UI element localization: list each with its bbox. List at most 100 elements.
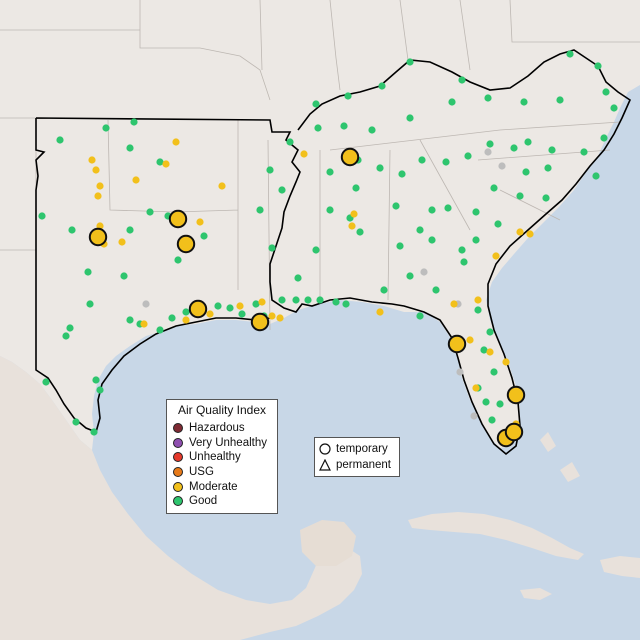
site-marker-good[interactable] [214,302,222,310]
site-marker-good[interactable] [396,242,404,250]
site-marker-moderate[interactable] [268,312,276,320]
site-marker-good[interactable] [344,92,352,100]
site-marker-moderate[interactable] [94,192,102,200]
site-marker-good[interactable] [542,194,550,202]
site-marker-moderate[interactable] [196,218,204,226]
site-marker-good[interactable] [480,346,488,354]
site-marker-no-data[interactable] [484,148,492,156]
site-marker-good[interactable] [392,202,400,210]
site-marker-good[interactable] [516,192,524,200]
site-marker-moderate[interactable] [466,336,474,344]
site-marker-moderate[interactable] [132,176,140,184]
site-marker-good[interactable] [444,204,452,212]
site-marker-good[interactable] [428,206,436,214]
site-marker-good[interactable] [592,172,600,180]
site-marker-moderate[interactable] [516,228,524,236]
site-marker-good[interactable] [72,418,80,426]
site-marker-good[interactable] [418,156,426,164]
site-marker-good[interactable] [312,246,320,254]
site-marker-good[interactable] [92,376,100,384]
temporary-monitor-moderate[interactable] [250,312,270,332]
site-marker-good[interactable] [56,136,64,144]
site-marker-good[interactable] [286,138,294,146]
site-marker-moderate[interactable] [172,138,180,146]
site-marker-good[interactable] [488,416,496,424]
site-marker-good[interactable] [146,208,154,216]
site-marker-good[interactable] [380,286,388,294]
temporary-monitor-moderate[interactable] [176,234,196,254]
site-marker-moderate[interactable] [526,230,534,238]
site-marker-good[interactable] [520,98,528,106]
site-marker-good[interactable] [62,332,70,340]
site-marker-good[interactable] [510,144,518,152]
site-marker-good[interactable] [294,274,302,282]
site-marker-good[interactable] [312,100,320,108]
site-marker-moderate[interactable] [258,298,266,306]
site-marker-moderate[interactable] [300,150,308,158]
temporary-monitor-moderate[interactable] [88,227,108,247]
site-marker-good[interactable] [278,186,286,194]
site-marker-good[interactable] [464,152,472,160]
site-marker-good[interactable] [130,118,138,126]
site-marker-good[interactable] [376,164,384,172]
site-marker-moderate[interactable] [236,302,244,310]
site-marker-good[interactable] [326,206,334,214]
site-marker-good[interactable] [66,324,74,332]
site-marker-good[interactable] [226,304,234,312]
site-marker-good[interactable] [168,314,176,322]
site-marker-good[interactable] [278,296,286,304]
site-marker-good[interactable] [126,316,134,324]
site-marker-good[interactable] [416,226,424,234]
site-marker-good[interactable] [474,306,482,314]
site-marker-good[interactable] [90,428,98,436]
site-marker-good[interactable] [594,62,602,70]
site-marker-good[interactable] [486,328,494,336]
site-marker-good[interactable] [544,164,552,172]
site-marker-moderate[interactable] [92,166,100,174]
site-marker-moderate[interactable] [348,222,356,230]
temporary-monitor-moderate[interactable] [340,147,360,167]
site-marker-good[interactable] [472,208,480,216]
temporary-monitor-moderate[interactable] [447,334,467,354]
site-marker-moderate[interactable] [206,310,214,318]
site-marker-good[interactable] [156,158,164,166]
site-marker-good[interactable] [156,326,164,334]
site-marker-moderate[interactable] [502,358,510,366]
site-marker-good[interactable] [68,226,76,234]
site-marker-good[interactable] [458,246,466,254]
site-marker-good[interactable] [460,258,468,266]
site-marker-moderate[interactable] [376,308,384,316]
temporary-monitor-moderate[interactable] [506,385,526,405]
site-marker-good[interactable] [556,96,564,104]
site-marker-good[interactable] [84,268,92,276]
site-marker-good[interactable] [458,76,466,84]
site-marker-good[interactable] [406,58,414,66]
site-marker-good[interactable] [38,212,46,220]
site-marker-good[interactable] [524,138,532,146]
site-marker-good[interactable] [580,148,588,156]
site-marker-good[interactable] [548,146,556,154]
site-marker-good[interactable] [406,114,414,122]
site-marker-good[interactable] [566,50,574,58]
site-marker-good[interactable] [340,122,348,130]
site-marker-moderate[interactable] [486,348,494,356]
site-marker-good[interactable] [332,298,340,306]
site-marker-no-data[interactable] [470,412,478,420]
site-marker-good[interactable] [600,134,608,142]
site-marker-moderate[interactable] [472,384,480,392]
site-marker-good[interactable] [238,310,246,318]
site-marker-moderate[interactable] [492,252,500,260]
site-marker-good[interactable] [398,170,406,178]
site-marker-moderate[interactable] [140,320,148,328]
site-marker-good[interactable] [490,184,498,192]
site-marker-good[interactable] [342,300,350,308]
site-marker-good[interactable] [102,124,110,132]
site-marker-good[interactable] [42,378,50,386]
site-marker-good[interactable] [472,236,480,244]
site-marker-moderate[interactable] [350,210,358,218]
site-marker-good[interactable] [256,206,264,214]
site-marker-moderate[interactable] [88,156,96,164]
site-marker-good[interactable] [96,386,104,394]
site-marker-good[interactable] [378,82,386,90]
